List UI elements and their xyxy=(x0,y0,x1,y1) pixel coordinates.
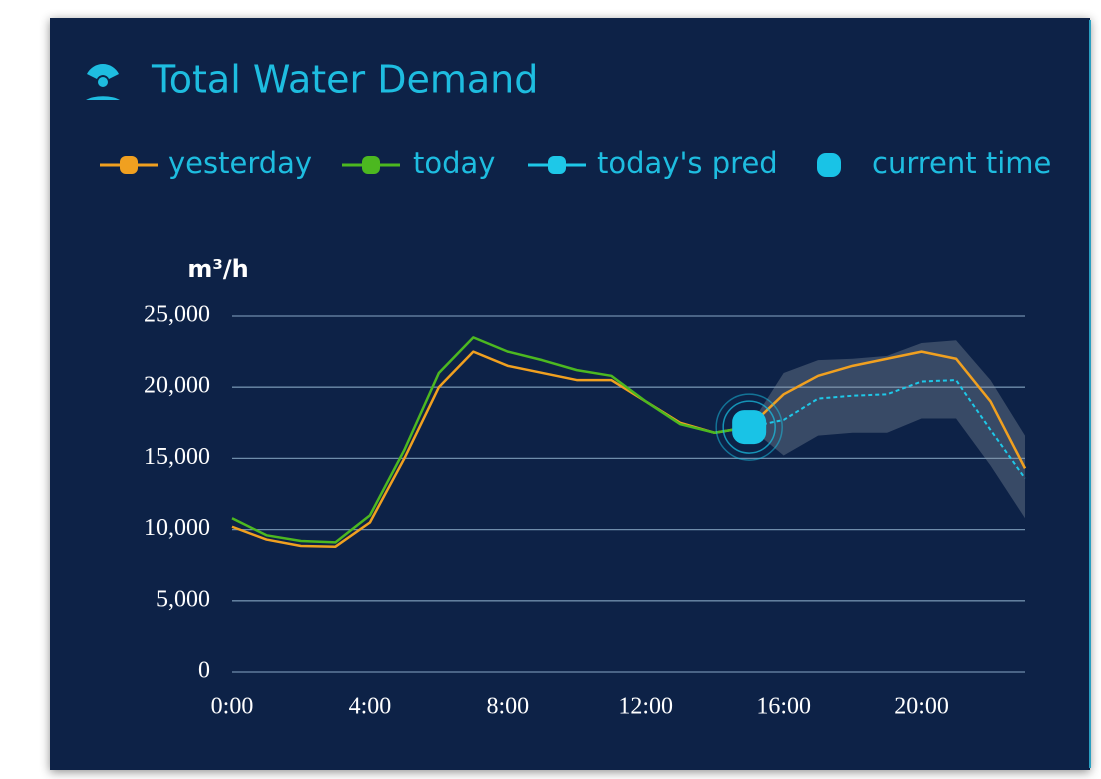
plot: 0 5,000 10,000 15,000 20,000 25,000 0:00 4:00 8:… xyxy=(144,302,1027,720)
legend-marker xyxy=(817,153,841,177)
x-tick-label: 0:00 xyxy=(211,694,254,720)
x-tick-label: 4:00 xyxy=(349,694,392,720)
legend-label: yesterday xyxy=(168,146,312,180)
legend-marker xyxy=(362,156,380,174)
panel-title: Total Water Demand xyxy=(151,58,538,102)
title-icon xyxy=(86,64,120,100)
legend: yesterday today today's pred current time xyxy=(100,146,1051,180)
y-tick-label: 20,000 xyxy=(144,373,210,399)
legend-label: current time xyxy=(872,146,1051,180)
legend-marker xyxy=(548,156,566,174)
series-line xyxy=(231,336,750,544)
current-time-halo xyxy=(715,393,783,461)
series-line xyxy=(231,350,1027,548)
x-tick-label: 16:00 xyxy=(756,694,811,720)
x-tick-label: 8:00 xyxy=(486,694,529,720)
y-tick-label: 25,000 xyxy=(144,302,210,328)
y-tick-label: 15,000 xyxy=(144,444,210,470)
x-tick-label: 12:00 xyxy=(618,694,673,720)
legend-marker xyxy=(120,156,138,174)
y-tick-label: 10,000 xyxy=(144,515,210,541)
y-tick-label: 0 xyxy=(198,658,210,684)
current-time-marker xyxy=(732,410,767,445)
legend-label: today's pred xyxy=(597,146,778,180)
y-tick-label: 5,000 xyxy=(156,586,210,612)
panel xyxy=(50,18,1090,770)
current-time-halo xyxy=(722,400,776,454)
x-tick-label: 20:00 xyxy=(894,694,949,720)
prediction-band xyxy=(749,340,1025,519)
y-axis-unit: m³/h xyxy=(187,255,248,283)
legend-label: today xyxy=(413,146,495,180)
